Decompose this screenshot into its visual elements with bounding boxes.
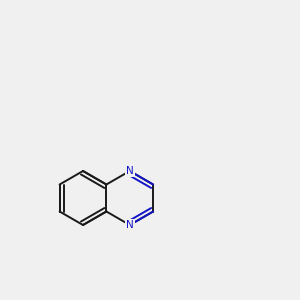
Text: N: N [126, 166, 134, 176]
Text: N: N [126, 220, 134, 230]
